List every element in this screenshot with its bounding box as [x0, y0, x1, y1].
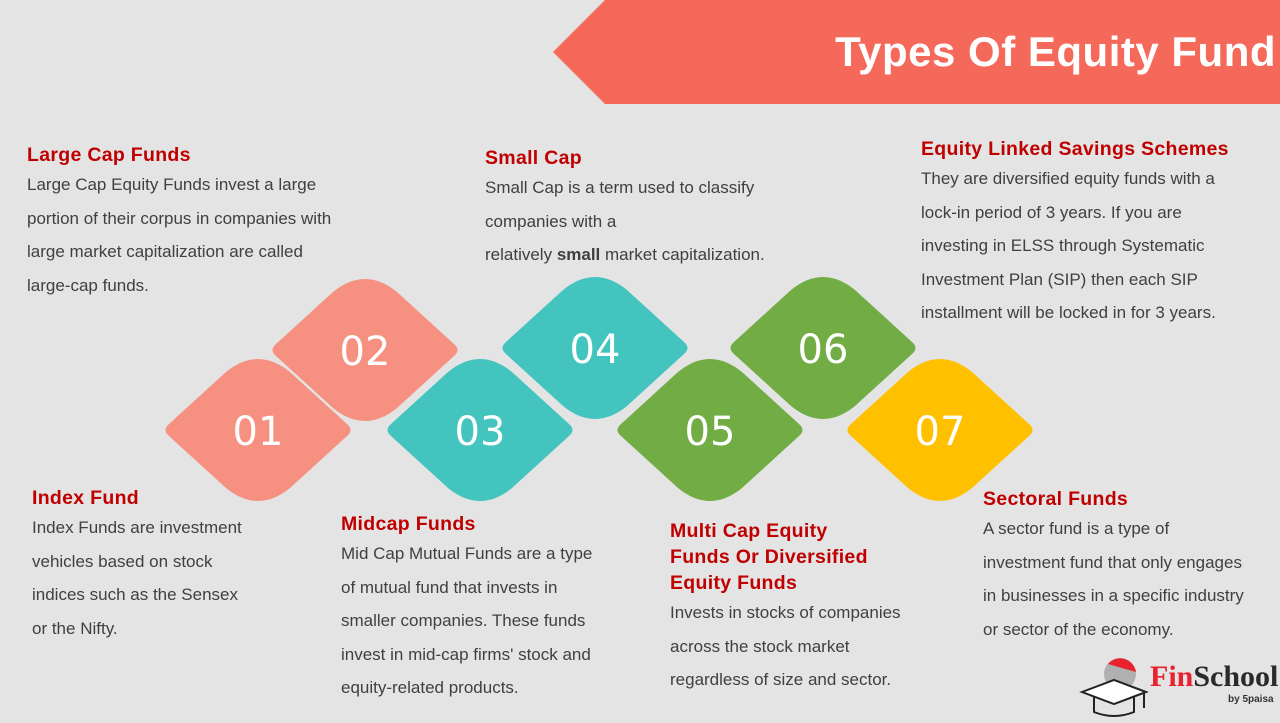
- small-cap-text: Small Cap is a term used to classify comp…: [485, 178, 765, 264]
- step-number: 06: [798, 327, 849, 373]
- midcap-title: Midcap Funds: [341, 513, 476, 535]
- index-fund-text: Index Funds are investment vehicles based…: [32, 518, 242, 638]
- step-number: 02: [340, 329, 391, 375]
- step-shape-body: [165, 359, 351, 501]
- midcap-section: Midcap Funds Mid Cap Mutual Funds are a …: [341, 511, 592, 705]
- step-shape-04: 04: [502, 277, 688, 419]
- sectoral-text: A sector fund is a type of investment fun…: [983, 519, 1244, 639]
- large-cap-section: Large Cap Funds Large Cap Equity Funds i…: [27, 142, 331, 302]
- step-shape-body: [502, 277, 688, 419]
- step-shape-body: [272, 279, 458, 421]
- page-title: Types Of Equity Fund: [835, 28, 1276, 75]
- step-shape-02: 02: [272, 279, 458, 421]
- small-cap-section: Small Cap Small Cap is a term used to cl…: [485, 145, 765, 272]
- sectoral-title: Sectoral Funds: [983, 488, 1129, 510]
- multicap-section: Multi Cap Equity Funds Or Diversified Equi…: [670, 518, 901, 697]
- large-cap-title: Large Cap Funds: [27, 144, 191, 166]
- large-cap-text: Large Cap Equity Funds invest a large por…: [27, 175, 332, 295]
- finschool-logo: FinSchool by 5paisa: [1078, 654, 1278, 718]
- step-shape-body: [387, 359, 573, 501]
- step-number: 03: [455, 409, 506, 455]
- multicap-text: Invests in stocks of companies across the…: [670, 603, 901, 689]
- step-shape-03: 03: [387, 359, 573, 501]
- multicap-title: Multi Cap Equity Funds Or Diversified Equi…: [670, 520, 868, 594]
- elss-section: Equity Linked Savings Schemes They are d…: [921, 136, 1229, 330]
- step-number: 01: [233, 409, 284, 455]
- elss-title: Equity Linked Savings Schemes: [921, 138, 1229, 160]
- step-shape-body: [730, 277, 916, 419]
- step-shape-05: 05: [617, 359, 803, 501]
- midcap-text: Mid Cap Mutual Funds are a type of mutual…: [341, 544, 593, 697]
- elss-text: They are diversified equity funds with a…: [921, 169, 1216, 322]
- graduation-cap-icon: [1079, 658, 1149, 717]
- step-number: 04: [570, 327, 621, 373]
- step-shape-07: 07: [847, 359, 1033, 501]
- step-number: 07: [915, 409, 966, 455]
- index-fund-title: Index Fund: [32, 487, 139, 509]
- sectoral-section: Sectoral Funds A sector fund is a type o…: [983, 486, 1244, 646]
- step-shape-06: 06: [730, 277, 916, 419]
- step-shape-body: [847, 359, 1033, 501]
- step-shape-body: [617, 359, 803, 501]
- step-shape-01: 01: [165, 359, 351, 501]
- title-banner: [553, 0, 1280, 104]
- step-number: 05: [685, 409, 736, 455]
- small-cap-title: Small Cap: [485, 147, 582, 169]
- index-fund-section: Index Fund Index Funds are investment veh…: [32, 485, 242, 645]
